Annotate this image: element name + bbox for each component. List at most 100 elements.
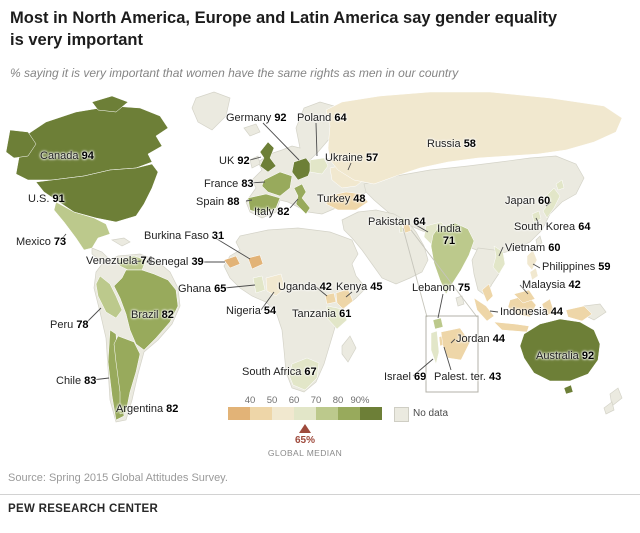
country-value: 82: [161, 309, 174, 321]
country-shape-italy: [293, 183, 311, 215]
country-shape-tasmania: [563, 384, 574, 395]
country-shape-spain: [247, 193, 281, 215]
label-peru: Peru 78: [50, 319, 89, 331]
country-shape-canada-arctic: [91, 95, 129, 113]
leader-line: [211, 235, 251, 260]
country-name: Germany: [226, 112, 272, 124]
country-shape-nigeria: [265, 273, 286, 297]
country-value: 42: [568, 279, 581, 291]
inset-connector-line: [410, 229, 478, 318]
no-data-label: No data: [413, 408, 449, 419]
country-shape-tanzania: [326, 305, 348, 330]
label-italy: Italy 82: [254, 206, 290, 218]
country-shape-mexico: [53, 201, 111, 251]
leader-line: [213, 284, 256, 290]
country-name: Nigeria: [226, 305, 261, 317]
label-spain: Spain 88: [196, 196, 239, 208]
leader-line: [532, 263, 541, 269]
leader-line: [59, 233, 67, 242]
brand-footer: PEW RESEARCH CENTER: [8, 503, 159, 515]
country-shape-us: [35, 163, 159, 223]
label-south-korea: South Korea 64: [514, 221, 590, 233]
country-shape-japan-hokkaido: [555, 179, 565, 191]
country-value: 42: [319, 281, 332, 293]
country-shape-malaysia-borneo: [513, 289, 536, 304]
legend-tick: 90%: [350, 395, 370, 406]
leader-line: [412, 358, 434, 377]
label-ukraine: Ukraine 57: [325, 152, 378, 164]
country-name: Israel: [384, 371, 411, 383]
country-value: 44: [492, 333, 505, 345]
label-japan: Japan 60: [505, 195, 550, 207]
leader-line: [535, 217, 539, 223]
leader-line: [249, 156, 262, 161]
landmass-new-zealand: [609, 387, 623, 407]
country-shape-uganda: [324, 292, 337, 305]
country-value: 91: [52, 193, 65, 205]
label-indonesia: Indonesia 44: [500, 306, 563, 318]
country-value: 54: [263, 305, 277, 317]
country-value: 78: [76, 319, 89, 331]
label-nigeria: Nigeria 54: [226, 305, 276, 317]
country-value: 92: [237, 155, 250, 167]
page-title: Most in North America, Europe and Latin …: [10, 8, 610, 52]
landmass-new-zealand-south: [603, 401, 615, 415]
country-value: 88: [227, 196, 240, 208]
country-shape-germany: [291, 157, 313, 181]
levant-inset-box: [425, 315, 479, 393]
label-burkina-faso: Burkina Faso 31: [144, 230, 224, 242]
country-value: 64: [578, 221, 591, 233]
country-shape-uk: [259, 141, 277, 173]
country-name: Uganda: [278, 281, 317, 293]
global-median-caption: GLOBAL MEDIAN: [267, 448, 343, 458]
label-mexico: Mexico 73: [16, 236, 66, 248]
leader-line: [84, 307, 102, 325]
country-name: South Korea: [514, 221, 576, 233]
country-name: Venezuela: [86, 255, 138, 267]
country-shape-ghana: [252, 275, 266, 294]
ramp-cell: [272, 407, 294, 420]
country-value: 74: [140, 255, 153, 267]
label-us: U.S. 91: [28, 193, 65, 205]
chart-subtitle: % saying it is very important that women…: [10, 66, 459, 80]
leader-line: [413, 223, 429, 233]
country-name: Russia: [427, 138, 461, 150]
landmass-caribbean: [111, 237, 131, 247]
country-name: Palest. ter.: [434, 371, 486, 383]
label-canada: Canada 94: [40, 150, 94, 162]
country-value: 59: [598, 261, 611, 273]
ramp-cell: [338, 407, 360, 420]
no-data-swatch: [394, 407, 409, 422]
landmass-madagascar: [341, 335, 357, 363]
country-shape-alaska: [5, 129, 37, 159]
label-pakistan: Pakistan 64: [368, 216, 426, 228]
country-name: Indonesia: [500, 306, 548, 318]
landmass-taiwan: [535, 235, 543, 246]
country-shape-turkey: [325, 191, 369, 211]
leader-line: [245, 199, 253, 202]
label-france: France 83: [204, 178, 254, 190]
country-shape-lebanon-small: [399, 217, 406, 225]
country-shape-south-korea: [531, 210, 542, 223]
country-shape-indonesia-sulawesi: [541, 298, 555, 317]
legend-tick: 70: [310, 395, 322, 406]
leader-line: [450, 338, 456, 344]
legend-tick: 40: [244, 395, 256, 406]
leader-line: [443, 346, 452, 371]
country-name: Tanzania: [292, 308, 337, 320]
country-shape-brazil: [113, 269, 179, 351]
country-value: 61: [339, 308, 352, 320]
country-shape-lebanon: [432, 317, 444, 330]
country-value: 64: [413, 216, 426, 228]
ramp-cell: [250, 407, 272, 420]
country-value: 82: [166, 403, 179, 415]
country-name: Ukraine: [325, 152, 363, 164]
ramp-cell: [360, 407, 382, 420]
leader-line: [498, 246, 504, 257]
label-tanzania: Tanzania 61: [292, 308, 351, 320]
country-value: 92: [274, 112, 287, 124]
country-name: Burkina Faso: [144, 230, 209, 242]
country-shape-indonesia-sumatra: [473, 297, 495, 322]
country-name: South Africa: [242, 366, 302, 378]
